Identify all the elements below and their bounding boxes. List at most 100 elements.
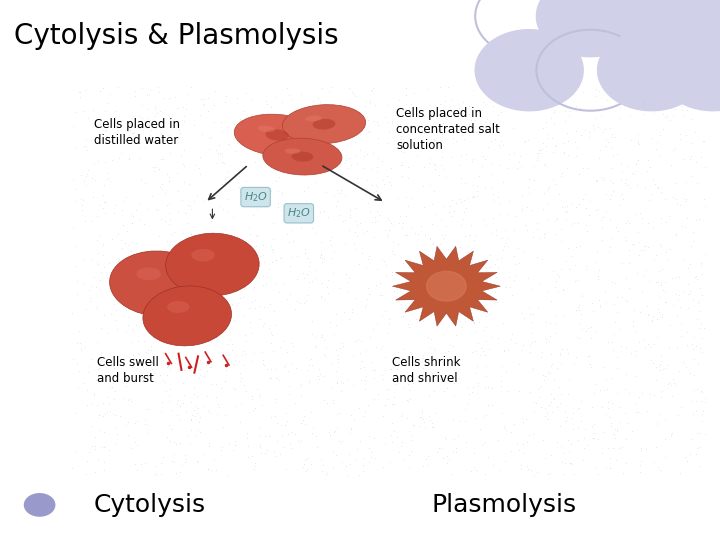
Point [331, 377, 343, 386]
Point [350, 151, 361, 160]
Point [544, 332, 555, 341]
Point [202, 465, 214, 474]
Point [418, 163, 430, 171]
Point [381, 261, 392, 269]
Point [696, 347, 708, 356]
Point [403, 323, 415, 332]
Point [233, 272, 244, 281]
Point [66, 464, 78, 472]
Point [95, 323, 107, 332]
Point [174, 272, 186, 280]
Point [341, 269, 352, 278]
Point [662, 86, 673, 94]
Point [131, 466, 143, 475]
Point [609, 318, 621, 327]
Circle shape [659, 0, 720, 57]
Point [292, 297, 303, 306]
Point [89, 390, 100, 399]
Point [391, 364, 402, 373]
Point [165, 364, 176, 373]
Point [603, 248, 615, 256]
Point [567, 409, 579, 417]
Point [426, 199, 438, 208]
Point [544, 369, 556, 378]
Point [409, 421, 420, 429]
Point [247, 285, 258, 293]
Point [565, 414, 577, 423]
Point [281, 408, 292, 417]
Point [573, 170, 585, 178]
Point [679, 453, 690, 461]
Point [281, 348, 292, 356]
Point [604, 215, 616, 224]
Point [580, 221, 592, 230]
Point [249, 461, 261, 470]
Point [606, 130, 618, 138]
Point [228, 316, 240, 325]
Point [89, 273, 100, 281]
Point [649, 179, 661, 188]
Point [450, 448, 462, 456]
Point [576, 290, 588, 299]
Point [352, 335, 364, 344]
Point [593, 274, 604, 283]
Point [263, 432, 274, 441]
Point [639, 98, 650, 106]
Point [571, 151, 582, 160]
Point [239, 350, 251, 359]
Point [235, 376, 246, 385]
Point [382, 100, 393, 109]
Point [418, 462, 429, 470]
Point [600, 410, 611, 418]
Point [266, 374, 277, 382]
Point [385, 181, 397, 190]
Point [336, 186, 347, 195]
Point [361, 346, 372, 354]
Point [315, 253, 326, 262]
Point [479, 470, 490, 479]
Point [446, 470, 457, 478]
Point [555, 265, 567, 274]
Point [559, 83, 571, 92]
Point [492, 436, 504, 444]
Point [642, 243, 654, 252]
Point [382, 139, 394, 147]
Point [621, 296, 632, 305]
Point [588, 434, 599, 443]
Point [99, 126, 111, 135]
Point [366, 87, 377, 96]
Point [565, 460, 577, 468]
Point [442, 245, 454, 254]
Point [585, 363, 597, 372]
Point [588, 125, 599, 133]
Point [107, 383, 118, 391]
Point [490, 273, 502, 281]
Point [468, 192, 480, 201]
Point [74, 87, 86, 96]
Point [681, 341, 693, 349]
Point [335, 211, 346, 220]
Point [453, 287, 464, 296]
Point [541, 130, 553, 138]
Point [559, 106, 570, 115]
Point [97, 251, 109, 260]
Point [696, 386, 707, 395]
Point [82, 113, 94, 122]
Point [647, 359, 658, 368]
Point [528, 364, 539, 373]
Ellipse shape [167, 301, 189, 313]
Point [422, 452, 433, 461]
Point [220, 366, 231, 374]
Point [107, 234, 118, 243]
Point [190, 431, 202, 440]
Point [69, 185, 81, 194]
Point [585, 360, 596, 368]
Point [80, 180, 91, 189]
Point [77, 106, 89, 115]
Text: Cytolysis: Cytolysis [94, 493, 206, 517]
Point [616, 190, 627, 198]
Point [386, 364, 397, 373]
Point [104, 90, 116, 99]
Point [424, 180, 436, 189]
Point [304, 361, 315, 369]
